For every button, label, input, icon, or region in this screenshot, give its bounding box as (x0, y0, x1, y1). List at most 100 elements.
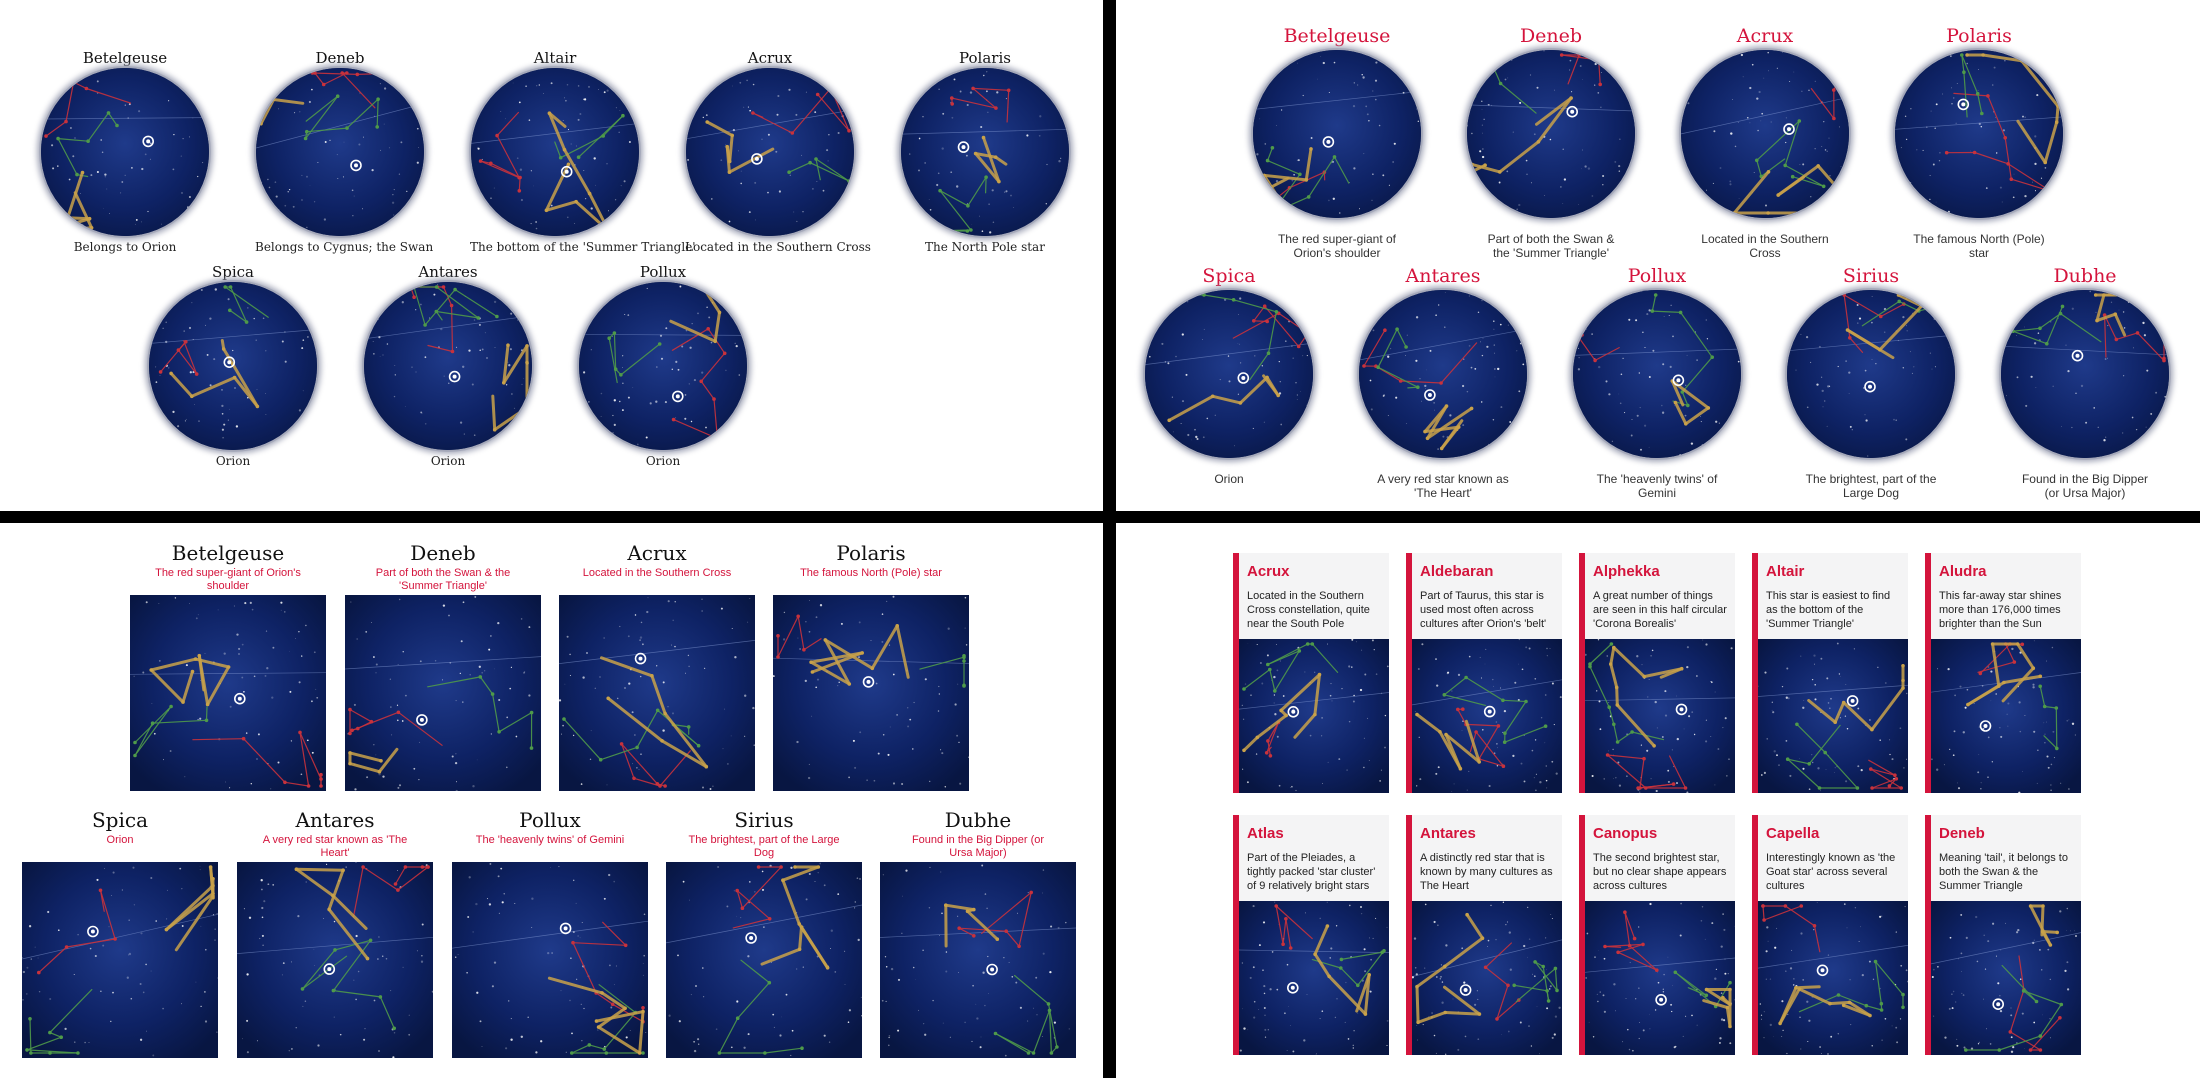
star-caption: The red super-giant of Orion's shoulder (1277, 232, 1397, 260)
card-description: Part of the Pleiades, a tightly packed '… (1247, 852, 1376, 892)
star-name: Betelgeuse (82, 49, 168, 67)
sky-chart (149, 282, 317, 450)
sky-chart (666, 862, 862, 1058)
sky-chart (686, 68, 854, 236)
star-caption: The red super-giant of Orion's shoulder (155, 567, 301, 592)
card-description: This far-away star shines more than 176,… (1939, 590, 2062, 630)
star-item[interactable]: Sirius The brightest, part of the Large D… (1786, 262, 1956, 500)
star-card[interactable]: Altair This star is easiest to find as th… (1752, 553, 1908, 793)
star-tile[interactable]: Deneb Part of both the Swan & the 'Summer… (345, 541, 541, 791)
sky-chart (41, 68, 209, 236)
star-name: Sirius (734, 808, 794, 832)
sky-circle (471, 68, 639, 236)
star-caption: Orion (645, 454, 681, 468)
highlighted-star-marker (1237, 372, 1250, 384)
star-tile[interactable]: Acrux Located in the Southern Cross (559, 541, 755, 791)
panel-star-cards: Acrux Located in the Southern Cross const… (1116, 523, 2200, 1078)
star-item[interactable]: Betelgeuse The red super-giant of Orion's… (1252, 22, 1422, 260)
star-name: Polaris (836, 541, 906, 565)
star-item[interactable]: Acrux Located in the Southern Cross (685, 48, 871, 254)
sky-circle (256, 68, 424, 236)
sky-chart (1412, 901, 1562, 1055)
card-sky (1758, 901, 1908, 1055)
star-item[interactable]: Pollux Orion (578, 262, 748, 468)
card-sky (1931, 901, 2081, 1055)
sky-circle (1787, 290, 1955, 458)
card-title: Aludra (1939, 563, 1987, 580)
star-name: Dubhe (944, 808, 1012, 832)
highlighted-star-marker (87, 925, 99, 938)
star-tile[interactable]: Polaris The famous North (Pole) star (773, 541, 969, 791)
card-description: Interestingly known as 'the Goat star' a… (1766, 852, 1896, 892)
star-card[interactable]: Capella Interestingly known as 'the Goat … (1752, 815, 1908, 1055)
star-card[interactable]: Canopus The second brightest star, but no… (1579, 815, 1735, 1055)
star-item[interactable]: Acrux Located in the Southern Cross (1680, 22, 1850, 260)
highlighted-star-marker (1672, 374, 1685, 387)
star-caption: The North Pole star (925, 240, 1045, 254)
star-item[interactable]: Deneb Belongs to Cygnus; the Swan (255, 48, 433, 254)
star-name: Spica (1202, 265, 1256, 287)
highlighted-star-marker (350, 159, 362, 172)
star-caption: Part of both the Swan & the 'Summer Tria… (375, 567, 511, 592)
sky-circle (1681, 50, 1849, 218)
star-item[interactable]: Polaris The North Pole star (900, 48, 1070, 254)
star-caption: The 'heavenly twins' of Gemini (1596, 472, 1718, 500)
star-item[interactable]: Antares Orion (363, 262, 533, 468)
sky-circle (41, 68, 209, 236)
star-name: Antares (418, 263, 478, 281)
star-card[interactable]: Aldebaran Part of Taurus, this star is us… (1406, 553, 1562, 793)
panel-circular-labelled: Betelgeuse Belongs to Orion Deneb Belongs t… (0, 0, 1103, 511)
card-sky (1412, 639, 1562, 793)
highlighted-star-marker (1846, 695, 1859, 707)
star-name: Betelgeuse (171, 541, 285, 565)
star-name: Sirius (1842, 265, 1900, 287)
sky-chart (345, 595, 541, 791)
star-item[interactable]: Spica Orion (1144, 262, 1314, 486)
sky-chart (1253, 50, 1421, 218)
star-caption: The brightest, part of the Large Dog (688, 834, 840, 859)
star-caption: Orion (215, 454, 251, 468)
sky-circle (1145, 290, 1313, 458)
star-tile[interactable]: Pollux The 'heavenly twins' of Gemini (452, 808, 648, 1058)
card-description: Located in the Southern Cross constellat… (1247, 590, 1370, 630)
star-item[interactable]: Spica Orion (148, 262, 318, 468)
sky-chart (1359, 290, 1527, 458)
card-title: Acrux (1247, 563, 1290, 580)
star-card[interactable]: Antares A distinctly red star that is kno… (1406, 815, 1562, 1055)
star-tile[interactable]: Antares A very red star known as 'The Hea… (237, 808, 433, 1058)
sky-chart (1145, 290, 1313, 458)
highlighted-star-marker (1783, 123, 1795, 135)
star-item[interactable]: Altair The bottom of the 'Summer Triangle… (470, 48, 696, 254)
star-item[interactable]: Antares A very red star known as 'The Hea… (1358, 262, 1528, 500)
star-caption: A very red star known as 'The Heart' (262, 834, 408, 859)
star-item[interactable]: Dubhe Found in the Big Dipper (or Ursa Ma… (2000, 262, 2170, 500)
sky-square (559, 595, 755, 791)
star-item[interactable]: Polaris The famous North (Pole) star (1894, 22, 2064, 260)
star-tile[interactable]: Betelgeuse The red super-giant of Orion's… (130, 541, 326, 791)
highlighted-star-marker (560, 165, 573, 178)
highlighted-star-marker (416, 714, 428, 726)
highlighted-star-marker (957, 141, 970, 153)
star-item[interactable]: Deneb Part of both the Swan & the 'Summer… (1466, 22, 1636, 260)
star-tile[interactable]: Sirius The brightest, part of the Large D… (666, 808, 862, 1058)
star-card[interactable]: Acrux Located in the Southern Cross const… (1233, 553, 1389, 793)
highlighted-star-marker (1675, 703, 1688, 716)
star-card[interactable]: Aludra This far-away star shines more tha… (1925, 553, 2081, 793)
star-item[interactable]: Pollux The 'heavenly twins' of Gemini (1572, 262, 1742, 500)
star-tile[interactable]: Spica Orion (22, 808, 218, 1058)
star-card[interactable]: Atlas Part of the Pleiades, a tightly pac… (1233, 815, 1389, 1055)
star-name: Betelgeuse (1283, 25, 1391, 47)
star-card[interactable]: Deneb Meaning 'tail', it belongs to both … (1925, 815, 2081, 1055)
sky-circle (579, 282, 747, 450)
sky-chart (1239, 901, 1389, 1055)
star-tile[interactable]: Dubhe Found in the Big Dipper (or Ursa Ma… (880, 808, 1076, 1058)
star-card[interactable]: Alphekka A great number of things are see… (1579, 553, 1735, 793)
sky-chart (452, 862, 648, 1058)
sky-chart (1585, 901, 1735, 1055)
sky-circle (1359, 290, 1527, 458)
star-item[interactable]: Betelgeuse Belongs to Orion (40, 48, 210, 254)
sky-chart (1895, 50, 2063, 218)
star-caption: Orion (1214, 472, 1244, 486)
star-name: Pollux (519, 808, 581, 832)
highlighted-star-marker (1566, 105, 1578, 118)
